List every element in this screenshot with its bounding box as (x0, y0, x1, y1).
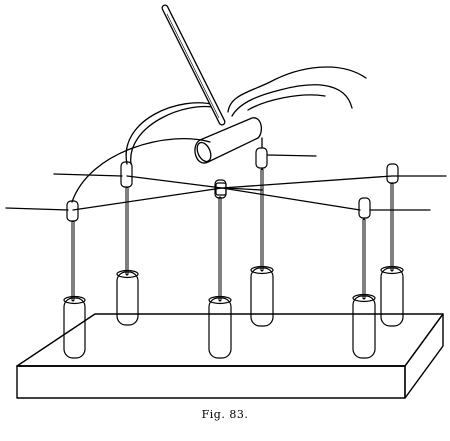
stretched-wires (5, 154, 447, 211)
pillar-front-left (63, 200, 86, 359)
pillar-back-right (380, 163, 404, 327)
central-connector (215, 182, 227, 196)
rolling-cylinder-handle (161, 4, 263, 164)
pillar-center (208, 179, 232, 359)
pillar-center-right (250, 147, 274, 327)
base-board (16, 313, 444, 399)
leading-wires (71, 66, 367, 203)
pillar-back-left (116, 161, 139, 326)
pillar-front-right (352, 197, 376, 359)
figure-caption: Fig. 83. (201, 408, 249, 421)
